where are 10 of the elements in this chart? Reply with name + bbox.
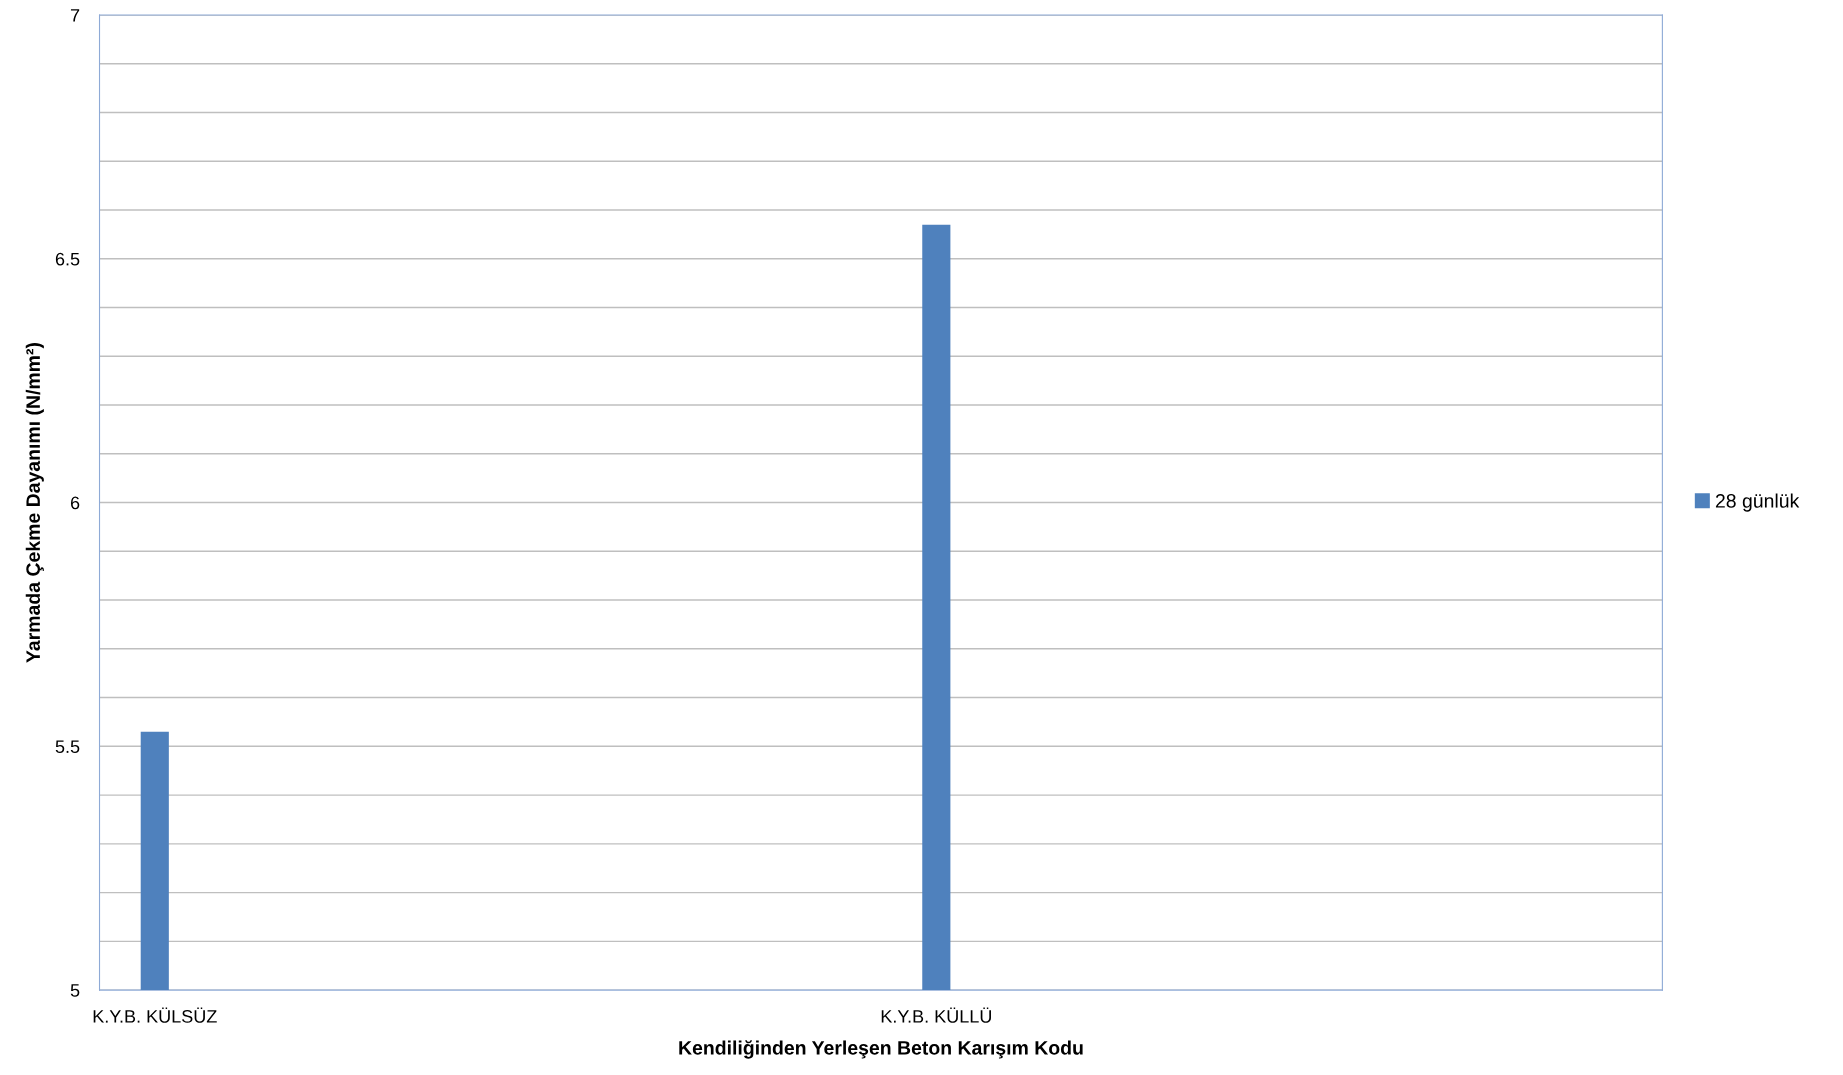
y-tick-label: 7: [70, 9, 80, 22]
y-axis-title: Yarmada Çekme Dayanımı (N/mm²): [25, 343, 44, 663]
x-tick-label: K.Y.B. KÜLLÜ: [881, 1007, 991, 1023]
x-axis-title: Kendiliğinden Yerleşen Beton Karışım Kodu: [679, 1040, 1083, 1059]
x-tick-label: K.Y.B. KÜLSÜZ: [93, 1007, 217, 1023]
y-tick-label: 5.5: [55, 740, 80, 754]
y-tick-label: 6.5: [55, 252, 80, 266]
y-tick-label: 6: [70, 496, 80, 510]
y-tick-label: 5: [70, 984, 80, 997]
legend-label: 28 günlük: [1715, 493, 1800, 512]
